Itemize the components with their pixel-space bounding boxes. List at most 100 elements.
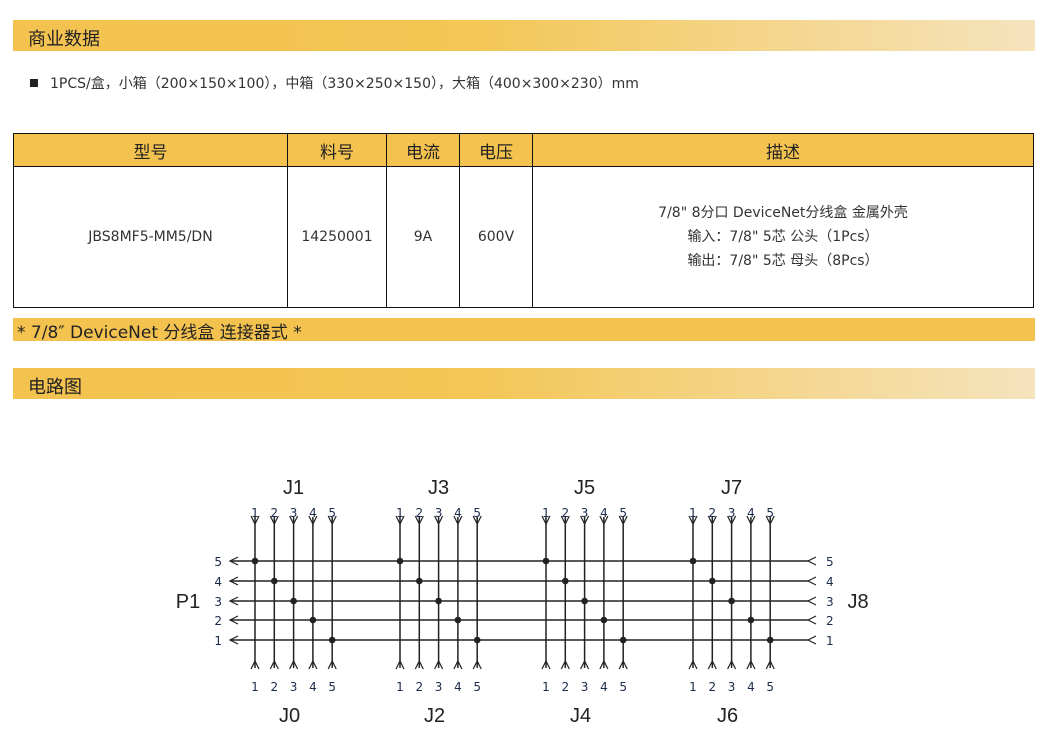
- bottom-arrow-icon: [688, 659, 698, 670]
- left-arrow-icon: [228, 596, 239, 606]
- top-pin-label: 3: [581, 506, 589, 520]
- top-pin-label: 4: [309, 506, 317, 520]
- connector-style-text: * 7/8″ DeviceNet 分线盒 连接器式 *: [17, 323, 302, 343]
- bottom-pin-label: 2: [415, 680, 423, 694]
- bottom-arrow-icon: [327, 659, 337, 670]
- desc-line: 输出：7/8" 5芯 母头（8Pcs）: [687, 253, 879, 269]
- bottom-pin-label: 1: [396, 680, 404, 694]
- bottom-pin-label: 1: [542, 680, 550, 694]
- right-arrow-icon: [806, 635, 817, 645]
- bullet-icon: [30, 79, 38, 87]
- junction-dot: [689, 557, 697, 565]
- junction-dot: [251, 557, 259, 565]
- connector-label-top: J7: [721, 477, 742, 499]
- top-pin-label: 2: [270, 506, 278, 520]
- top-arrow-icon: [765, 515, 775, 526]
- cell-description: 7/8" 8分口 DeviceNet分线盒 金属外壳 输入：7/8" 5芯 公头…: [532, 166, 1034, 308]
- connector-style-bar: * 7/8″ DeviceNet 分线盒 连接器式 *: [13, 318, 1035, 343]
- bottom-arrow-icon: [414, 659, 424, 670]
- right-arrow-icon: [806, 556, 817, 566]
- right-arrow-icon: [806, 596, 817, 606]
- bottom-arrow-icon: [580, 659, 590, 670]
- p1-pin-label: 2: [214, 614, 222, 628]
- packaging-info: 1PCS/盒，小箱（200×150×100），中箱（330×250×150），大…: [30, 73, 639, 93]
- top-pin-label: 5: [619, 506, 627, 520]
- bottom-arrow-icon: [453, 659, 463, 670]
- top-arrow-icon: [599, 515, 609, 526]
- top-arrow-icon: [560, 515, 570, 526]
- bottom-pin-label: 1: [689, 680, 697, 694]
- top-arrow-icon: [472, 515, 482, 526]
- junction-dot: [416, 577, 423, 585]
- bottom-arrow-icon: [765, 659, 775, 670]
- connector-label-bottom: J0: [279, 705, 300, 727]
- header-description: 描述: [532, 133, 1034, 167]
- header-model: 型号: [13, 133, 288, 167]
- junction-dot: [435, 597, 442, 605]
- top-pin-label: 3: [728, 506, 736, 520]
- junction-dot: [709, 577, 716, 585]
- p1-pin-label: 4: [214, 575, 222, 589]
- top-arrow-icon: [289, 515, 299, 526]
- top-pin-label: 5: [473, 506, 481, 520]
- top-pin-label: 2: [415, 506, 423, 520]
- connector-label-top: J1: [283, 477, 304, 499]
- header-part-no: 料号: [287, 133, 387, 167]
- j8-pin-label: 2: [826, 614, 834, 628]
- top-arrow-icon: [707, 515, 717, 526]
- bottom-arrow-icon: [746, 659, 756, 670]
- top-pin-label: 3: [290, 506, 298, 520]
- section-title: 商业数据: [28, 29, 100, 50]
- top-pin-label: 4: [747, 506, 755, 520]
- junction-dot: [562, 577, 569, 585]
- left-arrow-icon: [228, 615, 239, 625]
- bottom-arrow-icon: [618, 659, 628, 670]
- bottom-pin-label: 3: [581, 680, 589, 694]
- top-pin-label: 3: [435, 506, 443, 520]
- top-arrow-icon: [414, 515, 424, 526]
- p1-pin-label: 3: [214, 595, 222, 609]
- connector-label-j8: J8: [847, 591, 868, 613]
- bottom-pin-label: 3: [290, 680, 298, 694]
- junction-dot: [271, 577, 278, 585]
- table-row: JBS8MF5-MM5/DN 14250001 9A 600V 7/8" 8分口…: [13, 166, 1034, 308]
- top-pin-label: 4: [600, 506, 608, 520]
- bottom-arrow-icon: [250, 659, 260, 670]
- connector-label-bottom: J4: [570, 705, 591, 727]
- junction-dot: [290, 597, 297, 605]
- bottom-pin-label: 4: [600, 680, 608, 694]
- bottom-arrow-icon: [289, 659, 299, 670]
- top-arrow-icon: [395, 515, 405, 526]
- bottom-pin-label: 3: [728, 680, 736, 694]
- bottom-pin-label: 5: [766, 680, 774, 694]
- bottom-arrow-icon: [599, 659, 609, 670]
- connector-label-bottom: J6: [717, 705, 738, 727]
- junction-dot: [396, 557, 404, 565]
- left-arrow-icon: [228, 576, 239, 586]
- connector-label-top: J3: [428, 477, 449, 499]
- junction-dot: [619, 636, 627, 644]
- section-header-circuit: 电路图: [13, 368, 1035, 399]
- junction-dot: [747, 616, 755, 624]
- top-pin-label: 4: [454, 506, 462, 520]
- top-arrow-icon: [269, 515, 279, 526]
- bottom-pin-label: 1: [251, 680, 259, 694]
- packaging-text: 1PCS/盒，小箱（200×150×100），中箱（330×250×150），大…: [50, 76, 639, 92]
- junction-dot: [473, 636, 481, 644]
- top-pin-label: 5: [328, 506, 336, 520]
- bottom-arrow-icon: [472, 659, 482, 670]
- top-arrow-icon: [727, 515, 737, 526]
- top-arrow-icon: [308, 515, 318, 526]
- top-pin-label: 2: [708, 506, 716, 520]
- header-current: 电流: [386, 133, 460, 167]
- header-voltage: 电压: [459, 133, 533, 167]
- junction-dot: [600, 616, 608, 624]
- spec-table: 型号 料号 电流 电压 描述 JBS8MF5-MM5/DN 14250001 9…: [13, 133, 1034, 308]
- junction-dot: [542, 557, 550, 565]
- desc-line: 输入：7/8" 5芯 公头（1Pcs）: [687, 229, 879, 245]
- bottom-pin-label: 4: [309, 680, 317, 694]
- bottom-arrow-icon: [707, 659, 717, 670]
- junction-dot: [766, 636, 774, 644]
- top-arrow-icon: [327, 515, 337, 526]
- right-arrow-icon: [806, 615, 817, 625]
